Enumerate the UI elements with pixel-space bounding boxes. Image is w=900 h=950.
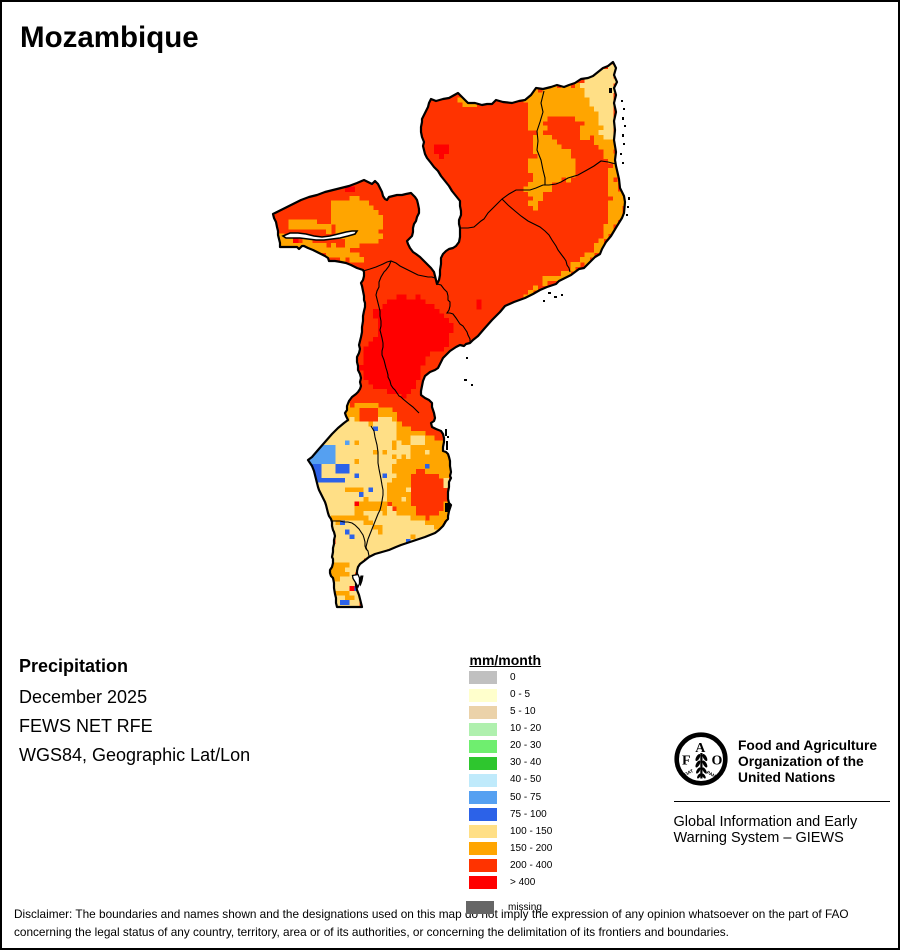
svg-text:FIAT: FIAT [682, 768, 693, 777]
svg-text:PANIS: PANIS [705, 769, 719, 780]
svg-text:O: O [711, 753, 722, 768]
svg-text:F: F [682, 753, 691, 768]
svg-text:A: A [695, 741, 706, 756]
